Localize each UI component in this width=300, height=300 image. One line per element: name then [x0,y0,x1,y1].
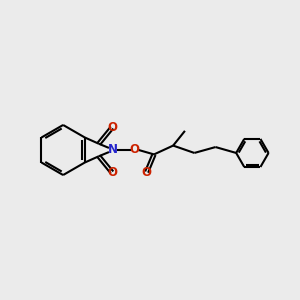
Text: O: O [130,143,140,157]
Text: O: O [107,121,117,134]
Text: N: N [108,143,118,157]
Text: O: O [107,166,117,179]
Text: O: O [142,166,152,178]
